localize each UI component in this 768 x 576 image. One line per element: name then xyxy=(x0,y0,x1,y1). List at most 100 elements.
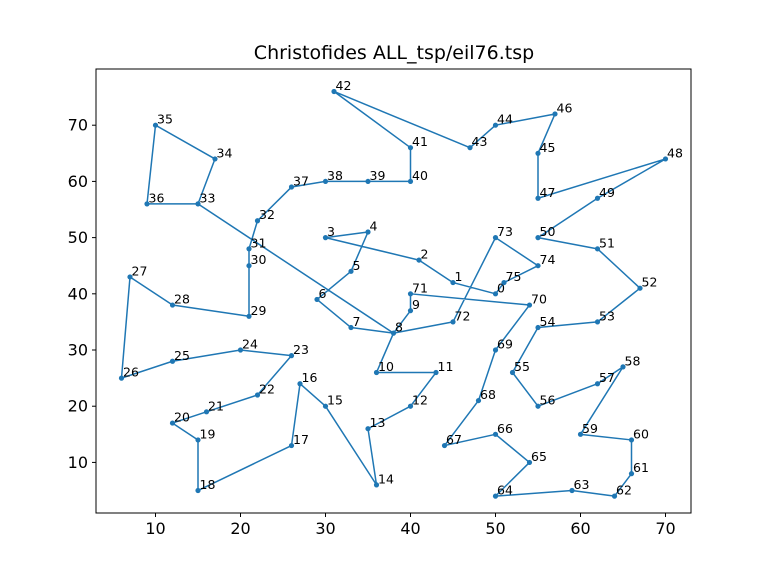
node-marker-1 xyxy=(450,279,456,286)
node-label-63: 63 xyxy=(574,477,590,492)
node-marker-73 xyxy=(492,235,499,241)
node-label-26: 26 xyxy=(123,365,139,380)
node-label-70: 70 xyxy=(531,292,547,307)
node-marker-3 xyxy=(322,235,329,241)
node-marker-68 xyxy=(475,397,482,404)
node-marker-52 xyxy=(637,285,643,291)
node-label-46: 46 xyxy=(557,100,573,115)
node-marker-59 xyxy=(577,431,584,437)
node-label-54: 54 xyxy=(540,314,556,329)
node-marker-72 xyxy=(450,319,456,325)
node-label-69: 69 xyxy=(497,337,513,352)
node-label-6: 6 xyxy=(319,286,327,301)
node-label-56: 56 xyxy=(540,393,556,408)
node-marker-71 xyxy=(407,291,414,297)
x-tick-label-30: 30 xyxy=(315,519,335,538)
node-marker-46 xyxy=(552,111,558,117)
node-label-23: 23 xyxy=(293,342,309,357)
node-marker-26 xyxy=(118,375,125,381)
node-label-29: 29 xyxy=(251,303,267,318)
node-label-3: 3 xyxy=(327,224,335,239)
node-marker-60 xyxy=(628,437,635,443)
x-tick-label-20: 20 xyxy=(230,519,250,538)
node-marker-64 xyxy=(492,493,499,499)
node-label-43: 43 xyxy=(472,134,488,149)
node-label-0: 0 xyxy=(497,280,505,295)
node-marker-6 xyxy=(314,296,320,303)
node-marker-48 xyxy=(662,156,669,162)
node-marker-57 xyxy=(594,381,601,387)
node-label-42: 42 xyxy=(336,78,352,93)
node-label-51: 51 xyxy=(599,235,615,250)
node-marker-70 xyxy=(526,302,533,308)
node-marker-37 xyxy=(288,184,295,190)
node-label-24: 24 xyxy=(242,337,258,352)
node-marker-13 xyxy=(365,426,371,432)
node-marker-30 xyxy=(246,263,252,269)
node-label-59: 59 xyxy=(582,421,598,436)
node-label-35: 35 xyxy=(157,112,173,127)
node-label-34: 34 xyxy=(217,145,233,160)
node-label-18: 18 xyxy=(200,477,216,492)
node-label-37: 37 xyxy=(293,174,309,189)
node-marker-36 xyxy=(144,201,150,207)
node-label-73: 73 xyxy=(497,224,513,239)
node-marker-33 xyxy=(195,201,201,207)
node-marker-8 xyxy=(390,330,397,336)
x-tick-label-60: 60 xyxy=(570,519,590,538)
node-marker-16 xyxy=(297,381,303,387)
node-marker-63 xyxy=(569,487,575,494)
node-label-25: 25 xyxy=(174,348,190,363)
node-label-65: 65 xyxy=(531,449,547,464)
node-label-21: 21 xyxy=(208,398,224,413)
node-marker-75 xyxy=(501,279,507,286)
y-tick-label-10: 10 xyxy=(68,453,88,472)
y-tick-label-40: 40 xyxy=(68,284,88,303)
node-marker-28 xyxy=(169,302,176,308)
node-label-11: 11 xyxy=(438,359,454,374)
node-marker-22 xyxy=(254,392,261,398)
node-label-61: 61 xyxy=(633,460,649,475)
y-tick-label-60: 60 xyxy=(68,172,88,191)
node-label-55: 55 xyxy=(514,359,530,374)
node-label-28: 28 xyxy=(174,292,190,307)
node-label-1: 1 xyxy=(455,269,463,284)
node-marker-47 xyxy=(535,195,541,201)
node-label-7: 7 xyxy=(353,314,361,329)
node-label-57: 57 xyxy=(599,370,615,385)
node-marker-11 xyxy=(433,369,439,376)
node-marker-67 xyxy=(441,442,448,449)
node-marker-43 xyxy=(467,145,473,151)
node-label-44: 44 xyxy=(497,112,513,127)
node-marker-45 xyxy=(535,150,541,156)
node-marker-12 xyxy=(407,403,414,409)
node-label-12: 12 xyxy=(412,393,428,408)
node-marker-20 xyxy=(169,420,176,426)
node-label-30: 30 xyxy=(251,252,267,267)
node-label-75: 75 xyxy=(506,269,522,284)
node-label-32: 32 xyxy=(259,207,275,222)
node-label-5: 5 xyxy=(353,258,361,273)
node-label-47: 47 xyxy=(540,185,556,200)
node-marker-54 xyxy=(535,324,541,331)
node-label-9: 9 xyxy=(412,297,420,312)
node-label-45: 45 xyxy=(540,140,556,155)
node-marker-10 xyxy=(373,369,380,376)
node-label-14: 14 xyxy=(378,471,394,486)
node-label-74: 74 xyxy=(540,252,556,267)
node-label-72: 72 xyxy=(455,308,471,323)
node-marker-0 xyxy=(492,291,499,297)
node-marker-38 xyxy=(322,178,329,185)
node-label-62: 62 xyxy=(616,483,632,498)
node-marker-4 xyxy=(365,229,371,235)
y-tick-label-50: 50 xyxy=(68,228,88,247)
node-label-71: 71 xyxy=(412,280,428,295)
node-marker-40 xyxy=(407,178,414,185)
node-marker-34 xyxy=(212,156,218,162)
axes-frame xyxy=(95,68,692,514)
node-label-19: 19 xyxy=(200,426,216,441)
node-marker-14 xyxy=(373,482,380,488)
node-label-41: 41 xyxy=(412,134,428,149)
